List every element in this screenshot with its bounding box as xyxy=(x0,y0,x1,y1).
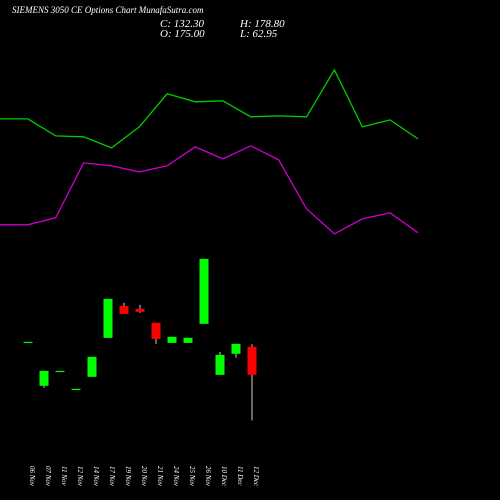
candle-body xyxy=(199,258,209,324)
candle-body xyxy=(23,341,33,344)
candle-body xyxy=(215,354,225,375)
x-tick-label: 10 Dec xyxy=(220,466,228,487)
candle-body xyxy=(151,322,161,339)
open-label: O: 175.00 xyxy=(160,28,205,40)
x-tick-label: 11 Nov xyxy=(60,466,68,486)
x-tick-label: 25 Nov xyxy=(188,466,196,487)
candle-body xyxy=(183,337,193,343)
x-tick-label: 07 Nov xyxy=(44,466,52,487)
x-tick-label: 20 Nov xyxy=(140,466,148,487)
x-tick-label: 06 Nov xyxy=(28,466,36,487)
close-label: C: 132.30 xyxy=(160,18,205,30)
candle-body xyxy=(231,343,241,354)
candle-body xyxy=(167,336,177,343)
candle-body xyxy=(247,346,257,375)
low-label: L: 62.95 xyxy=(239,28,278,40)
x-tick-label: 19 Nov xyxy=(124,466,132,487)
candle-body xyxy=(87,356,97,377)
candle-body xyxy=(119,305,129,314)
candle-body xyxy=(71,388,81,391)
x-tick-label: 11 Dec xyxy=(236,466,244,486)
high-label: H: 178.80 xyxy=(239,18,285,30)
x-tick-label: 24 Nov xyxy=(172,466,180,487)
x-tick-label: 12 Nov xyxy=(76,466,84,487)
x-tick-label: 21 Nov xyxy=(156,466,164,487)
x-tick-label: 17 Nov xyxy=(108,466,116,487)
candle-body xyxy=(135,308,145,312)
candle-body xyxy=(39,370,49,386)
candle-body xyxy=(55,370,65,373)
x-tick-label: 12 Dec xyxy=(252,466,260,487)
candle-body xyxy=(103,298,113,338)
x-tick-label: 26 Nov xyxy=(204,466,212,487)
chart-title: SIEMENS 3050 CE Options Chart MunafaSutr… xyxy=(12,5,204,15)
x-tick-label: 14 Nov xyxy=(92,466,100,487)
overlay-line xyxy=(0,68,419,149)
overlay-line xyxy=(0,145,419,235)
